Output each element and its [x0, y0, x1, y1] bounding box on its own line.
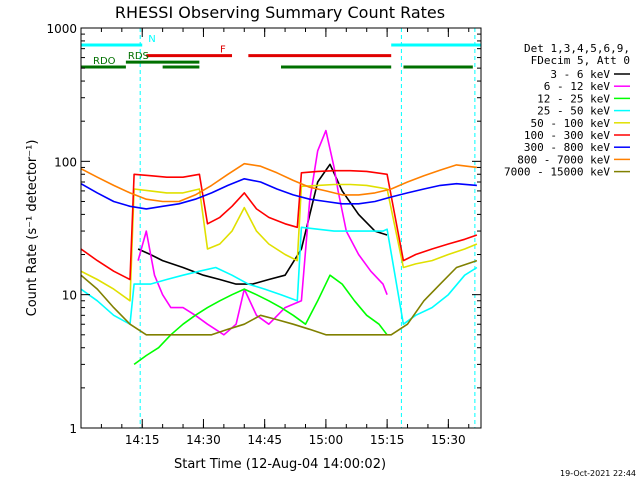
- series-line-800-7000-kev: [81, 162, 477, 203]
- plot-frame: [80, 27, 482, 429]
- legend-label-300-800-kev: 300 - 800 keV: [524, 141, 610, 154]
- y-tick-label: 10: [62, 289, 77, 303]
- legend-header-line-1: Det 1,3,4,5,6,9,: [524, 42, 630, 55]
- plot-area: N F RDO RDS 1 10 100 1000 14:15 14:30 14:45 15:00 15…: [46, 22, 482, 447]
- series-line-12-25-kev: [133, 274, 388, 366]
- series-line-25-50-kev: [81, 226, 478, 326]
- chart-title: RHESSI Observing Summary Count Rates: [115, 3, 445, 22]
- y-axis-label: Count Rate (s⁻¹ detector⁻¹): [25, 140, 40, 317]
- legend-label-3-6-kev: 3 - 6 keV: [550, 68, 610, 81]
- x-tick-label: 14:30: [186, 433, 221, 447]
- flag-label-rds: RDS: [128, 51, 149, 62]
- series-line-3-6-kev: [137, 163, 388, 285]
- y-tick-label: 1: [69, 422, 77, 436]
- x-tick-label: 14:45: [247, 433, 282, 447]
- x-tick-label: 15:15: [370, 433, 405, 447]
- legend-label-12-25-kev: 12 - 25 keV: [537, 92, 610, 105]
- flag-label-f: F: [220, 45, 226, 56]
- flag-label-n: N: [148, 34, 155, 45]
- series-line-300-800-kev: [81, 178, 477, 210]
- legend: Det 1,3,4,5,6,9, FDecim 5, Att 0 3 - 6 k…: [504, 42, 630, 179]
- x-tick-label: 15:30: [431, 433, 466, 447]
- legend-header-line-2: FDecim 5, Att 0: [531, 54, 630, 67]
- legend-label-800-7000-kev: 800 - 7000 keV: [517, 153, 610, 166]
- data-layer: N F RDO RDS: [81, 28, 481, 428]
- legend-label-100-300-kev: 100 - 300 keV: [524, 129, 610, 142]
- x-tick-label: 15:00: [309, 433, 344, 447]
- flag-label-rdo: RDO: [93, 56, 116, 67]
- series-line-50-100-kev: [81, 183, 478, 302]
- y-tick-label: 100: [54, 155, 77, 169]
- legend-label-7000-15000-kev: 7000 - 15000 keV: [504, 166, 610, 179]
- series-line-7000-15000-kev: [81, 259, 478, 336]
- x-tick-label: 14:15: [125, 433, 160, 447]
- timestamp: 19-Oct-2021 22:44: [560, 469, 636, 478]
- legend-label-25-50-kev: 25 - 50 keV: [537, 105, 610, 118]
- series-line-6-12-kev: [137, 129, 388, 336]
- legend-label-50-100-kev: 50 - 100 keV: [531, 117, 611, 130]
- y-tick-label: 1000: [46, 22, 77, 36]
- x-axis-label: Start Time (12-Aug-04 14:00:02): [174, 457, 386, 472]
- series-line-100-300-kev: [81, 169, 478, 281]
- legend-label-6-12-kev: 6 - 12 keV: [544, 80, 611, 93]
